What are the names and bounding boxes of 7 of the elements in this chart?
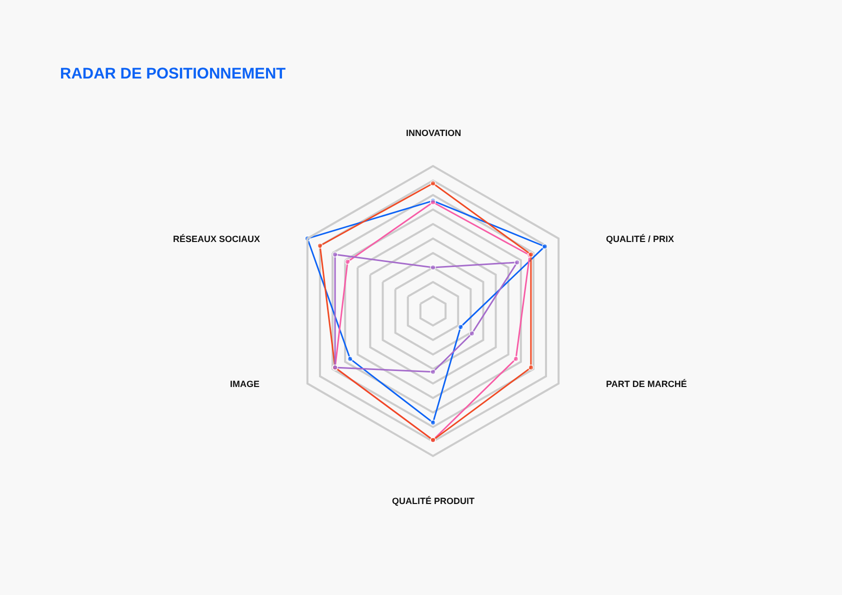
- spoke-label: QUALITÉ / PRIX: [606, 234, 674, 244]
- spoke-label: PART DE MARCHÉ: [606, 379, 687, 389]
- chart-title: RADAR DE POSITIONNEMENT: [60, 65, 286, 82]
- spoke-label: INNOVATION: [406, 128, 462, 138]
- spoke-label: RÉSEAUX SOCIAUX: [173, 234, 260, 244]
- spoke-label: QUALITÉ PRODUIT: [392, 496, 475, 506]
- spoke-label: IMAGE: [230, 379, 260, 389]
